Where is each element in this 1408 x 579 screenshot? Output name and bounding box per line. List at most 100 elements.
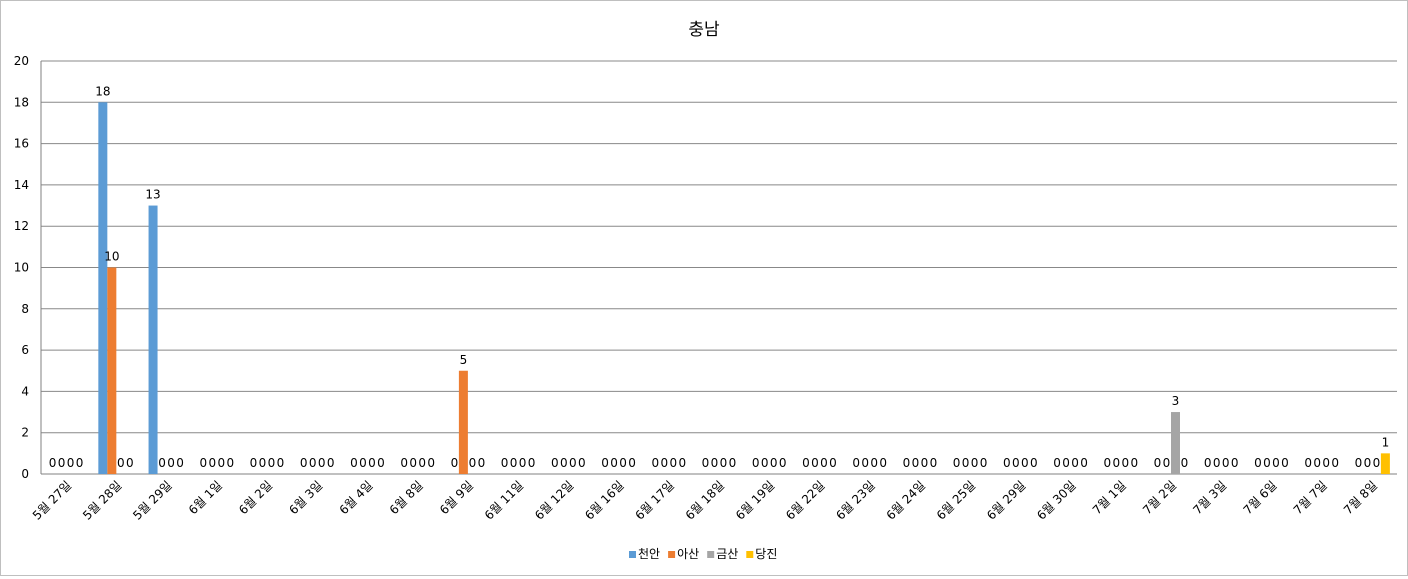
x-tick-label: 7월 8일 — [1341, 478, 1380, 517]
data-label: 0 — [1112, 456, 1120, 470]
data-label: 0 — [1231, 456, 1239, 470]
data-label: 0 — [1130, 456, 1138, 470]
x-tick-label: 6월 4일 — [337, 478, 376, 517]
data-label: 0 — [1322, 456, 1330, 470]
y-tick-label: 8 — [21, 302, 29, 316]
bar — [458, 370, 468, 474]
data-label: 0 — [126, 456, 134, 470]
x-tick-label: 6월 25일 — [934, 478, 978, 522]
data-label: 0 — [67, 456, 75, 470]
data-label: 0 — [208, 456, 216, 470]
data-label: 0 — [1103, 456, 1111, 470]
data-label: 5 — [460, 353, 468, 367]
x-tick-label: 6월 9일 — [437, 478, 476, 517]
data-label: 0 — [309, 456, 317, 470]
data-label: 0 — [1012, 456, 1020, 470]
data-label: 0 — [601, 456, 609, 470]
data-label: 0 — [259, 456, 267, 470]
data-label: 0 — [619, 456, 627, 470]
y-tick-label: 6 — [21, 343, 29, 357]
data-label: 0 — [980, 456, 988, 470]
x-tick-label: 6월 11일 — [482, 478, 526, 522]
chart-title: 충남 — [688, 20, 720, 40]
legend-entry: 천안 — [638, 546, 660, 561]
data-label: 0 — [1071, 456, 1079, 470]
data-label: 0 — [158, 456, 166, 470]
data-label: 0 — [359, 456, 367, 470]
y-tick-label: 14 — [14, 178, 29, 192]
data-label: 0 — [1213, 456, 1221, 470]
x-tick-label: 6월 24일 — [884, 478, 928, 522]
data-label: 0 — [268, 456, 276, 470]
data-label: 0 — [117, 456, 125, 470]
y-tick-label: 16 — [14, 137, 29, 151]
data-label: 0 — [1313, 456, 1321, 470]
data-label: 0 — [1154, 456, 1162, 470]
data-label: 0 — [400, 456, 408, 470]
legend-entry: 금산 — [716, 547, 738, 561]
x-tick-label: 5월 27일 — [30, 478, 74, 522]
bar — [148, 205, 158, 475]
legend-swatch — [746, 551, 754, 558]
data-label: 0 — [199, 456, 207, 470]
data-label: 0 — [560, 456, 568, 470]
x-tick-label: 6월 17일 — [632, 478, 676, 522]
data-label: 0 — [76, 456, 84, 470]
data-label: 0 — [1030, 456, 1038, 470]
data-label: 0 — [903, 456, 911, 470]
data-label: 0 — [1121, 456, 1129, 470]
x-tick-label: 7월 3일 — [1190, 478, 1229, 517]
x-tick-label: 7월 7일 — [1291, 478, 1330, 517]
data-label: 0 — [852, 456, 860, 470]
data-label: 0 — [1003, 456, 1011, 470]
data-label: 0 — [761, 456, 769, 470]
data-label: 0 — [802, 456, 810, 470]
data-label: 0 — [1281, 456, 1289, 470]
data-label: 0 — [879, 456, 887, 470]
data-label: 0 — [167, 456, 175, 470]
data-label: 0 — [427, 456, 435, 470]
data-label: 0 — [912, 456, 920, 470]
x-tick-label: 6월 2일 — [236, 478, 275, 517]
data-label: 0 — [578, 456, 586, 470]
data-label: 0 — [962, 456, 970, 470]
data-label: 0 — [861, 456, 869, 470]
data-label: 0 — [870, 456, 878, 470]
data-label: 0 — [1163, 456, 1171, 470]
data-label: 0 — [1304, 456, 1312, 470]
data-label: 13 — [145, 188, 160, 202]
x-tick-label: 6월 16일 — [582, 478, 626, 522]
x-tick-label: 7월 2일 — [1140, 478, 1179, 517]
data-label: 0 — [953, 456, 961, 470]
data-label: 0 — [377, 456, 385, 470]
data-label: 0 — [1355, 456, 1363, 470]
data-label: 0 — [327, 456, 335, 470]
x-tick-label: 7월 1일 — [1090, 478, 1129, 517]
data-label: 0 — [510, 456, 518, 470]
data-label: 0 — [1222, 456, 1230, 470]
y-tick-label: 2 — [21, 426, 29, 440]
data-label: 0 — [519, 456, 527, 470]
data-label: 0 — [1062, 456, 1070, 470]
x-tick-label: 6월 22일 — [783, 478, 827, 522]
data-label: 0 — [930, 456, 938, 470]
data-label: 0 — [250, 456, 258, 470]
y-tick-label: 0 — [21, 467, 29, 481]
data-label: 0 — [770, 456, 778, 470]
data-label: 0 — [501, 456, 509, 470]
data-label: 0 — [628, 456, 636, 470]
bar — [98, 102, 108, 475]
legend-swatch — [668, 551, 676, 558]
data-label: 0 — [217, 456, 225, 470]
data-label: 0 — [1080, 456, 1088, 470]
data-label: 0 — [478, 456, 486, 470]
data-label: 0 — [669, 456, 677, 470]
data-label: 0 — [752, 456, 760, 470]
data-label: 0 — [569, 456, 577, 470]
x-tick-label: 6월 29일 — [984, 478, 1028, 522]
data-label: 0 — [409, 456, 417, 470]
data-label: 0 — [711, 456, 719, 470]
data-label: 0 — [226, 456, 234, 470]
legend-entry: 당진 — [755, 547, 777, 561]
